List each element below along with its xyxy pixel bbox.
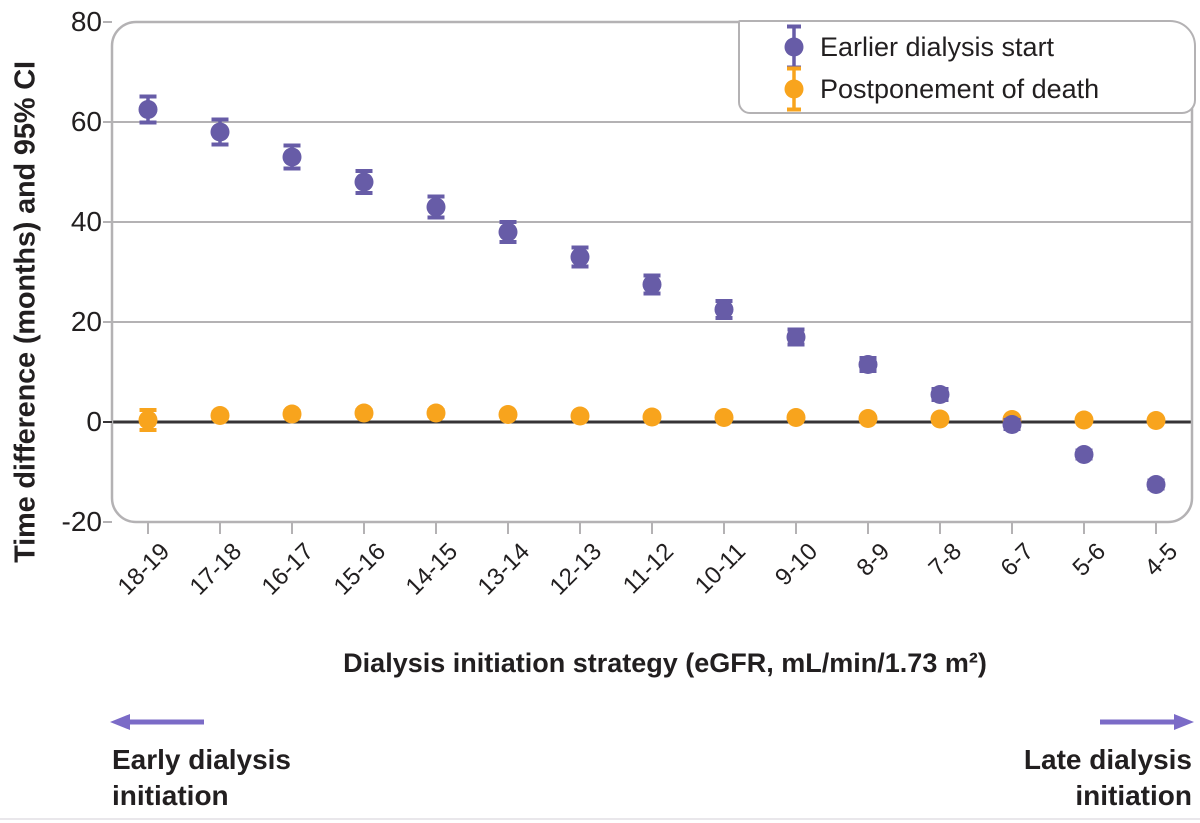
data-point (1074, 410, 1094, 430)
figure-edge-divider (0, 818, 1200, 820)
data-point (786, 327, 806, 347)
y-tick-label: 40 (70, 206, 102, 237)
annotation-early-dialysis: Early dialysis initiation (112, 744, 292, 811)
data-point (1146, 411, 1166, 430)
data-point (354, 172, 374, 192)
legend-label: Earlier dialysis start (820, 32, 1055, 62)
legend-item-postponement-of-death: Postponement of death (782, 66, 1194, 112)
annotation-late-dialysis: Late dialysis initiation (1023, 744, 1192, 811)
y-tick-label: 0 (86, 406, 102, 437)
data-point (930, 409, 950, 429)
y-tick-label: -20 (61, 506, 102, 537)
data-point (570, 247, 590, 267)
data-point (282, 147, 302, 167)
data-point (786, 408, 806, 427)
y-tick-label: 80 (70, 6, 102, 37)
legend-label: Postponement of death (820, 74, 1100, 104)
legend-item-earlier-dialysis-start: Earlier dialysis start (782, 24, 1194, 70)
plot-frame (110, 20, 1194, 524)
data-point (426, 403, 446, 423)
errorbar-marker-icon (784, 24, 804, 70)
data-point (498, 222, 518, 242)
data-point (570, 406, 590, 426)
data-point (210, 122, 230, 142)
data-point (642, 275, 662, 294)
data-point (426, 197, 446, 217)
x-axis-title: Dialysis initiation strategy (eGFR, mL/m… (343, 648, 987, 678)
right-arrow-icon (1100, 714, 1194, 730)
y-tick-label: 60 (70, 106, 102, 137)
data-point (858, 409, 878, 428)
data-point (1002, 415, 1022, 434)
y-tick-label: 20 (70, 306, 102, 337)
data-point (1074, 445, 1094, 464)
left-arrow-icon (110, 714, 204, 730)
data-point (1146, 475, 1166, 494)
data-point (930, 385, 950, 404)
data-point (858, 355, 878, 374)
legend: Earlier dialysis start Postponement of d… (738, 20, 1196, 114)
data-point (498, 405, 518, 424)
data-point (642, 407, 662, 427)
data-point (138, 100, 158, 119)
data-point (282, 404, 302, 424)
errorbar-marker-icon (784, 66, 804, 112)
data-point (714, 408, 734, 427)
data-point (354, 403, 374, 423)
data-point (714, 300, 734, 319)
data-point (138, 410, 158, 430)
data-point (210, 406, 230, 425)
